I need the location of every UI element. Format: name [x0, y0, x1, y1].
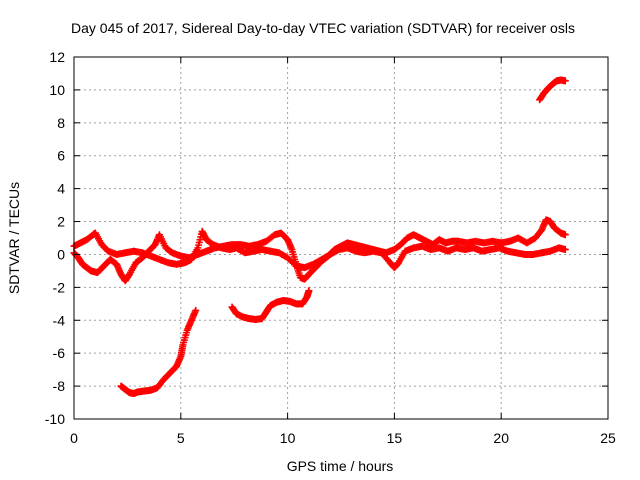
axis-ticks: -10 -8 -6 -4 -2 0 2 4 6 8 10 12 0 5 10 15 20 25: [45, 49, 616, 446]
y-tick-label: -10: [45, 411, 65, 427]
y-tick-label: 10: [49, 82, 65, 98]
x-tick-label: 0: [70, 430, 78, 446]
plot-frame: [73, 56, 609, 420]
data-point: [561, 246, 569, 254]
series-0: [536, 76, 569, 104]
y-tick-label: -4: [53, 312, 66, 328]
y-tick-label: -2: [53, 279, 66, 295]
y-tick-label: -8: [53, 378, 66, 394]
y-tick-label: 2: [57, 214, 65, 230]
chart-title: Day 045 of 2017, Sidereal Day-to-day VTE…: [71, 20, 575, 36]
series-2: [228, 287, 313, 323]
x-axis-label: GPS time / hours: [287, 458, 394, 474]
y-tick-label: 4: [57, 181, 65, 197]
x-tick-label: 10: [280, 430, 296, 446]
x-tick-label: 20: [493, 430, 509, 446]
y-axis-label: SDTVAR / TECUs: [6, 182, 22, 294]
y-tick-label: 0: [57, 246, 65, 262]
y-tick-label: 8: [57, 115, 65, 131]
series-1: [117, 306, 200, 397]
data-point: [561, 77, 569, 85]
x-tick-label: 25: [600, 430, 616, 446]
y-tick-label: 12: [49, 49, 65, 65]
data-point: [192, 306, 200, 314]
series-4: [70, 227, 569, 272]
data-points: [70, 76, 569, 397]
x-tick-label: 15: [387, 430, 403, 446]
data-point: [561, 231, 569, 239]
y-tick-label: -6: [53, 345, 66, 361]
data-point: [305, 287, 313, 295]
y-tick-label: 6: [57, 148, 65, 164]
x-tick-label: 5: [177, 430, 185, 446]
